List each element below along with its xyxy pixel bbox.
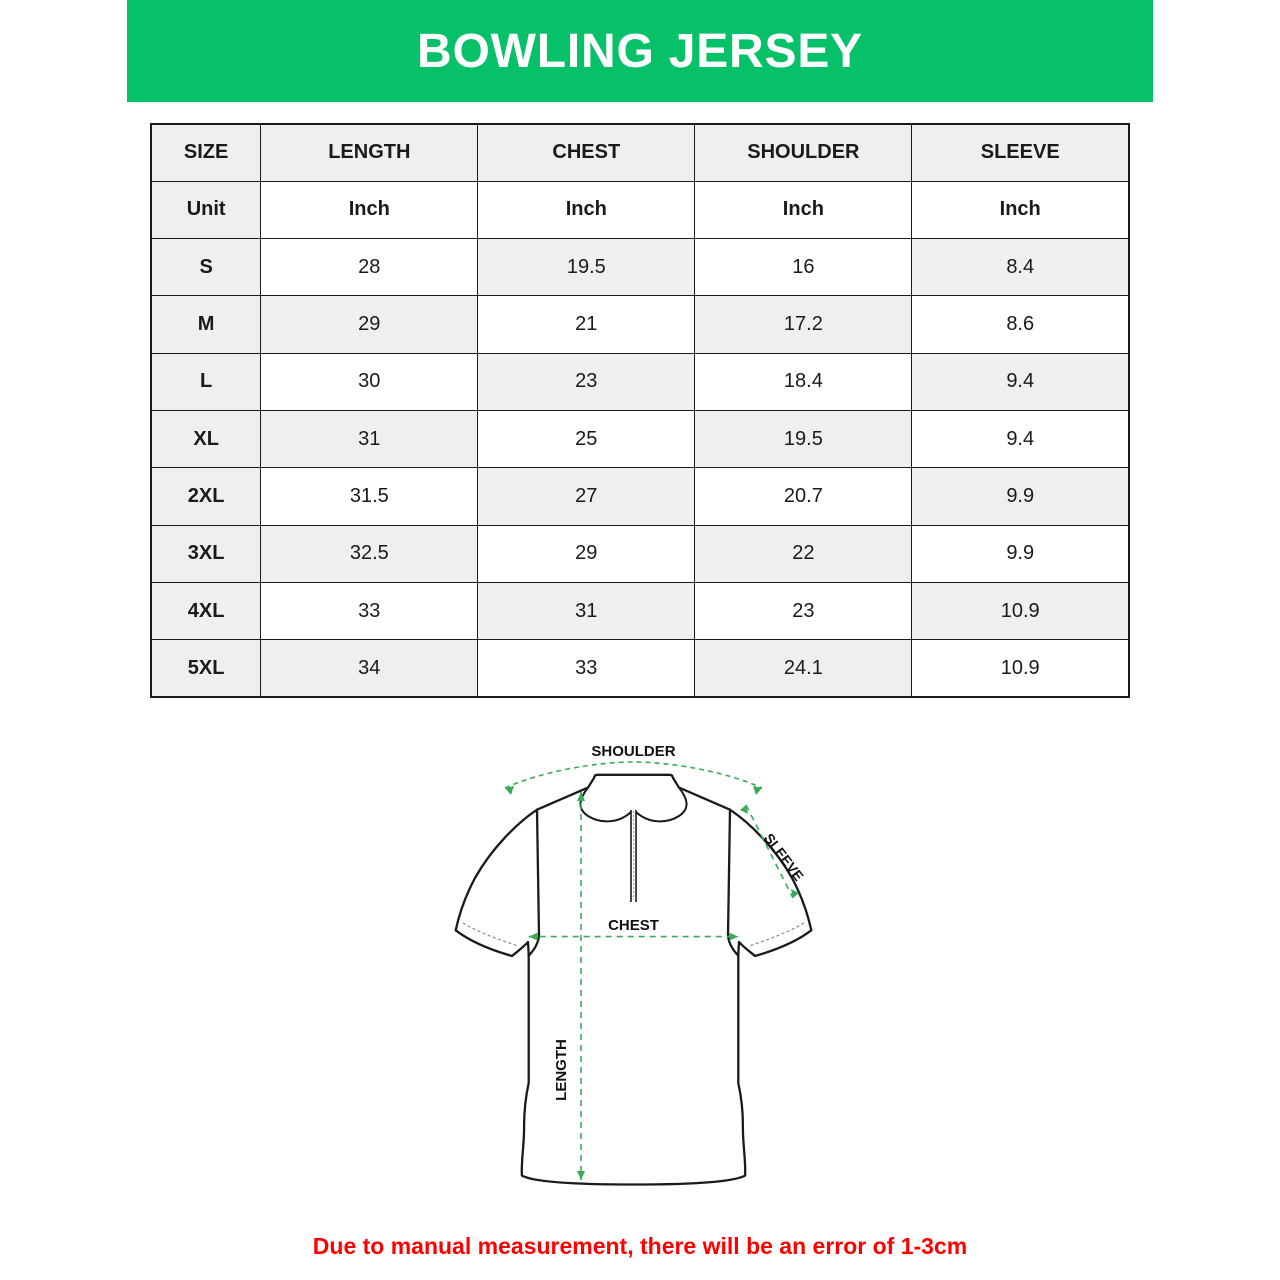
- svg-text:CHEST: CHEST: [608, 917, 659, 934]
- svg-text:LENGTH: LENGTH: [553, 1039, 570, 1101]
- svg-text:SHOULDER: SHOULDER: [591, 743, 675, 760]
